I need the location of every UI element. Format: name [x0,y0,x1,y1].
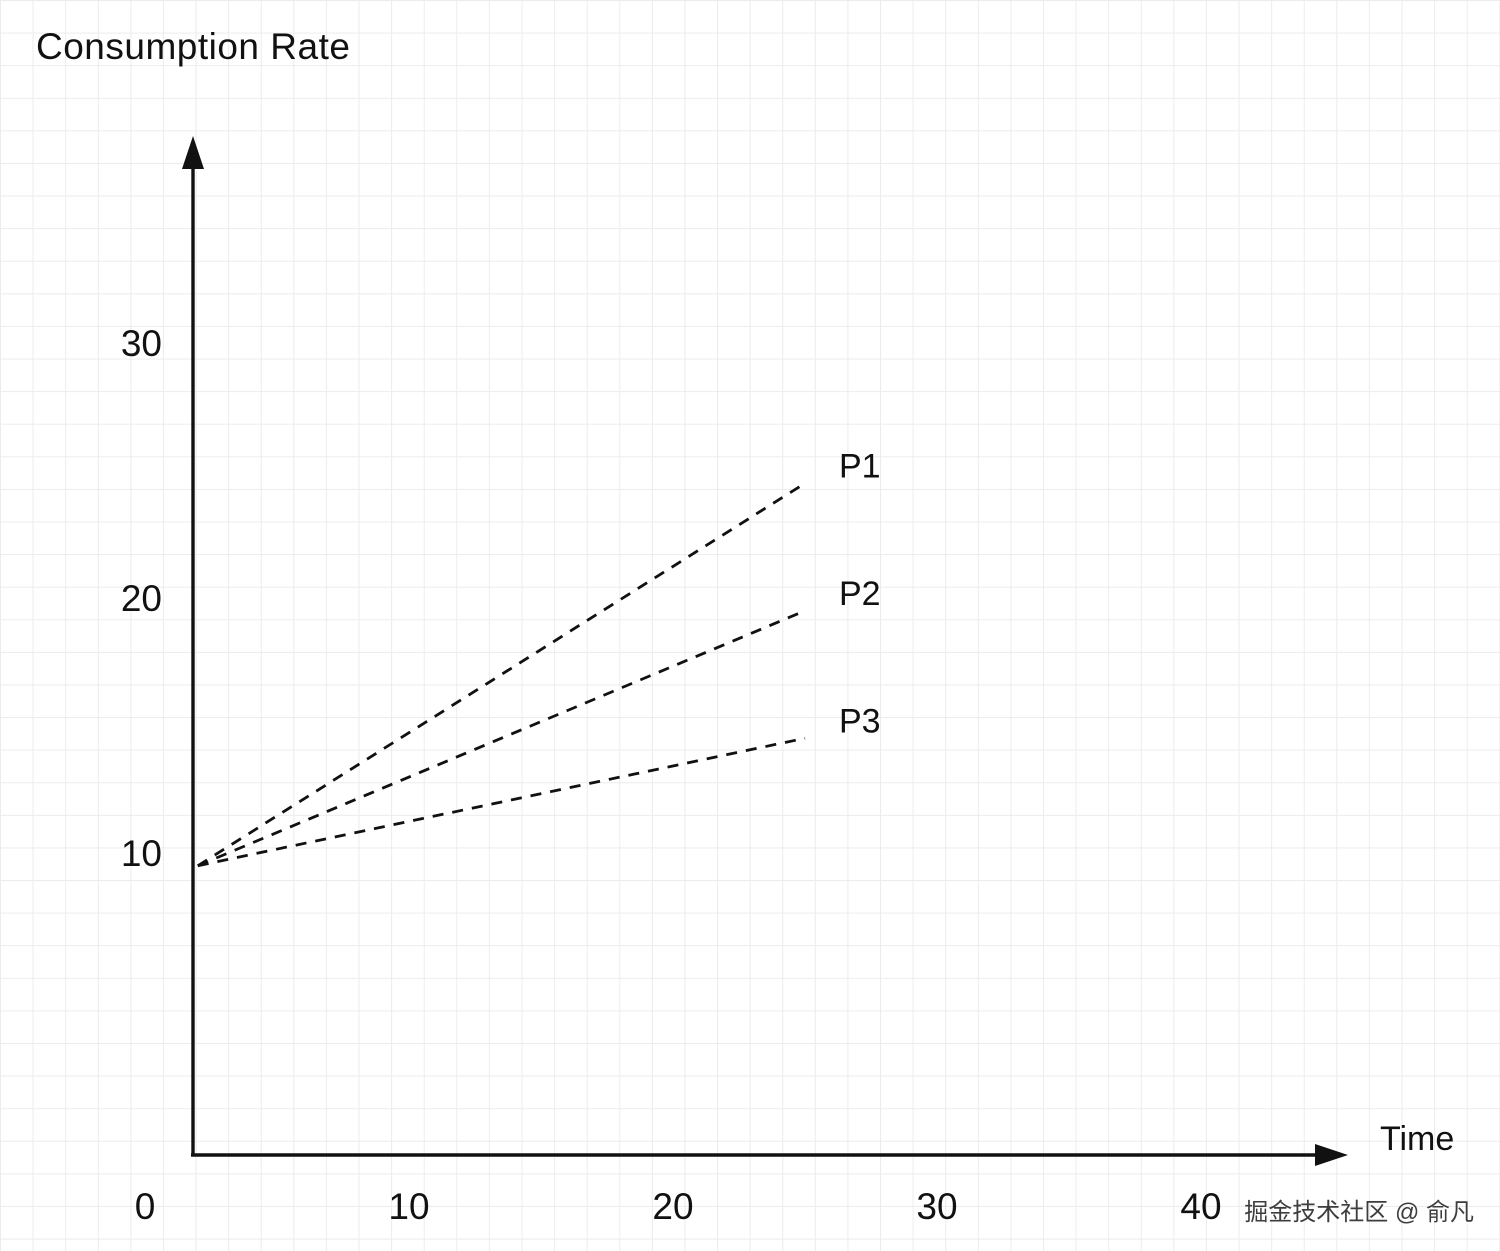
x-tick-label: 0 [135,1186,156,1227]
y-tick-label: 20 [121,578,162,619]
x-tick-label: 20 [652,1186,693,1227]
x-tick-label: 30 [916,1186,957,1227]
x-tick-label: 40 [1180,1186,1221,1227]
x-tick-label: 10 [388,1186,429,1227]
series-line-p3 [197,736,806,868]
axes [182,136,1348,1166]
watermark: 掘金技术社区 @ 俞凡 [1244,1199,1474,1226]
y-axis-arrow-icon [182,136,204,169]
x-axis-label: Time [1380,1120,1454,1158]
series-line-p2 [197,609,806,868]
series-label-p1: P1 [839,447,881,485]
y-axis-title: Consumption Rate [36,26,351,67]
x-axis-arrow-icon [1315,1144,1348,1166]
series-label-p2: P2 [839,575,881,613]
series-label-p3: P3 [839,702,881,740]
y-tick-label: 30 [121,323,162,364]
y-tick-label: 10 [121,833,162,874]
chart-content: 10 20 30 0 10 20 30 40 P1 P2 P3 Time [121,323,1454,1227]
series-line-p1 [197,482,806,867]
